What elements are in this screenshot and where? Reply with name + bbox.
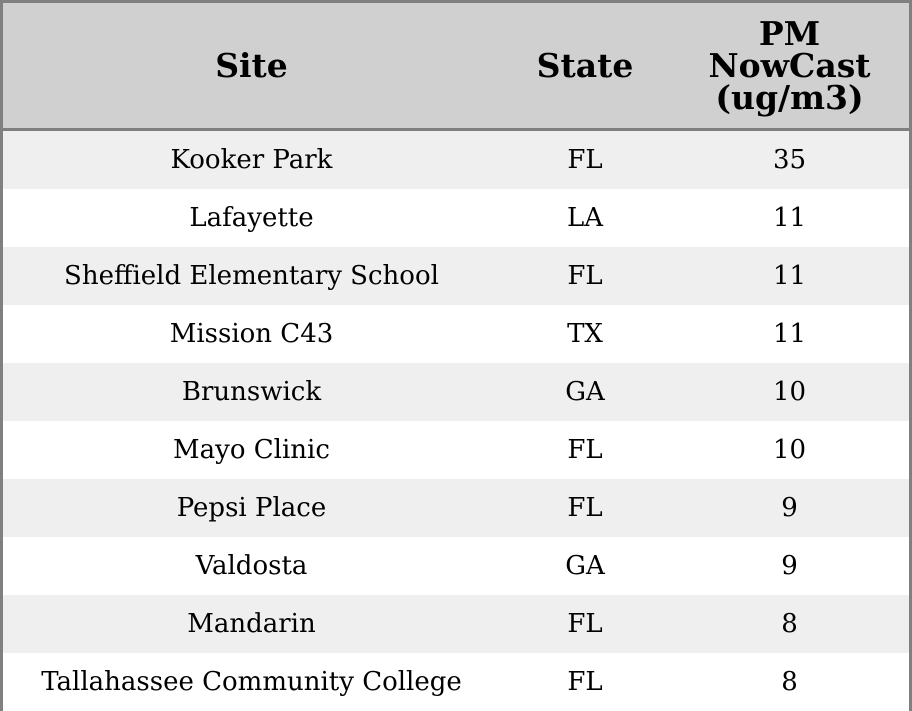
cell-site: Lafayette [3, 189, 500, 247]
cell-state: FL [500, 247, 670, 305]
cell-site: Valdosta [3, 537, 500, 595]
cell-site: Sheffield Elementary School [3, 247, 500, 305]
cell-pm-nowcast: 8 [670, 595, 909, 653]
cell-state: GA [500, 537, 670, 595]
column-header-site: Site [3, 3, 500, 131]
cell-pm-nowcast: 35 [670, 129, 909, 189]
column-header-pm-nowcast: PM NowCast (ug/m3) [670, 3, 909, 131]
cell-site: Kooker Park [3, 129, 500, 189]
cell-site: Mayo Clinic [3, 421, 500, 479]
table-row: Mission C43 TX 11 [3, 305, 909, 363]
table-row: Lafayette LA 11 [3, 189, 909, 247]
cell-pm-nowcast: 9 [670, 479, 909, 537]
column-header-state: State [500, 3, 670, 131]
column-header-pm-line-3: (ug/m3) [715, 77, 864, 117]
table-row: Tallahassee Community College FL 8 [3, 653, 909, 711]
cell-site: Mission C43 [3, 305, 500, 363]
table-row: Mandarin FL 8 [3, 595, 909, 653]
header-row: Site State PM NowCast (ug/m3) [3, 3, 909, 131]
table-body: Kooker Park FL 35 Lafayette LA 11 Sheffi… [3, 129, 909, 711]
table-row: Mayo Clinic FL 10 [3, 421, 909, 479]
column-header-site-text: Site [215, 45, 288, 85]
table-row: Brunswick GA 10 [3, 363, 909, 421]
cell-pm-nowcast: 9 [670, 537, 909, 595]
cell-pm-nowcast: 10 [670, 421, 909, 479]
cell-state: FL [500, 653, 670, 711]
cell-state: FL [500, 129, 670, 189]
table-row: Sheffield Elementary School FL 11 [3, 247, 909, 305]
cell-state: FL [500, 595, 670, 653]
cell-site: Brunswick [3, 363, 500, 421]
column-header-pm-line-2: NowCast [708, 45, 871, 85]
cell-state: FL [500, 479, 670, 537]
table-row: Valdosta GA 9 [3, 537, 909, 595]
cell-pm-nowcast: 10 [670, 363, 909, 421]
column-header-state-text: State [536, 45, 634, 85]
cell-pm-nowcast: 11 [670, 189, 909, 247]
cell-site: Tallahassee Community College [3, 653, 500, 711]
cell-pm-nowcast: 8 [670, 653, 909, 711]
cell-site: Mandarin [3, 595, 500, 653]
table-row: Kooker Park FL 35 [3, 129, 909, 189]
pm-nowcast-table: Site State PM NowCast (ug/m3) Kooker Par… [3, 3, 909, 711]
cell-state: TX [500, 305, 670, 363]
table-row: Pepsi Place FL 9 [3, 479, 909, 537]
cell-state: LA [500, 189, 670, 247]
cell-state: GA [500, 363, 670, 421]
table-header: Site State PM NowCast (ug/m3) [3, 3, 909, 131]
cell-pm-nowcast: 11 [670, 247, 909, 305]
cell-pm-nowcast: 11 [670, 305, 909, 363]
cell-state: FL [500, 421, 670, 479]
cell-site: Pepsi Place [3, 479, 500, 537]
column-header-pm-line-1: PM [758, 13, 821, 53]
